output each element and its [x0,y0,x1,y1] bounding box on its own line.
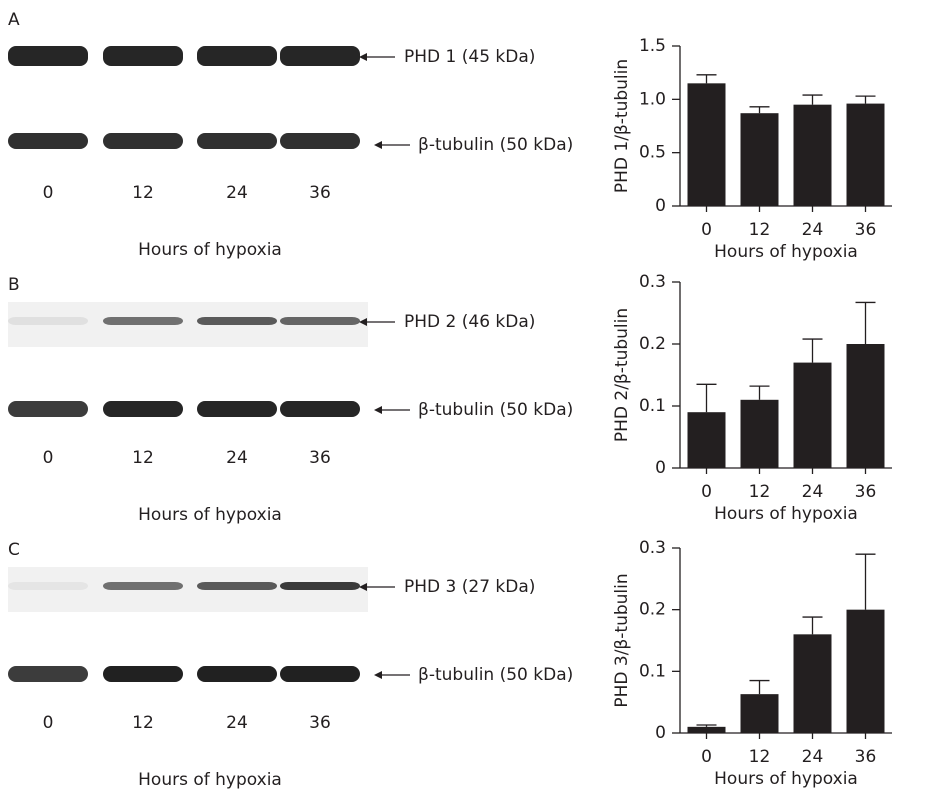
lane-label: 36 [309,183,331,203]
bar [741,113,779,206]
blot-band [280,401,360,417]
bar [688,727,726,733]
blot-x-label: Hours of hypoxia [138,770,282,790]
figure: A PHD 1 (45 kDa) β-tubulin (50 kDa) 0 12 24 36… [0,0,946,795]
arrow-head [374,141,382,149]
control-label: β-tubulin (50 kDa) [418,135,573,155]
y-axis-label: PHD 1/β-tubulin [612,59,632,193]
y-tick-label: 0 [655,196,666,216]
lane-label: 12 [132,448,154,468]
lane-label: 24 [226,713,248,733]
blot-band [197,133,277,149]
x-tick-label: 0 [701,482,712,502]
blot-band [103,46,183,66]
y-tick-label: 0 [655,723,666,743]
blot-band [280,666,360,682]
bar [794,105,832,206]
x-tick-label: 24 [802,747,824,767]
blot-band [197,666,277,682]
bar [847,344,885,468]
control-label: β-tubulin (50 kDa) [418,400,573,420]
blot-band [280,133,360,149]
lane-label: 36 [309,448,331,468]
y-tick-label: 0.3 [639,272,666,292]
blot-band [8,401,88,417]
target-label: PHD 1 (45 kDa) [404,47,535,67]
y-tick-label: 1.5 [639,36,666,56]
lane-label: 12 [132,183,154,203]
x-axis-label: Hours of hypoxia [714,769,858,789]
panel-label: A [8,10,20,30]
blot-band [8,666,88,682]
x-axis-label: Hours of hypoxia [714,504,858,524]
lane-label: 0 [43,713,54,733]
y-axis-label: PHD 2/β-tubulin [612,308,632,442]
lane-label: 0 [43,183,54,203]
lane-label: 0 [43,448,54,468]
y-axis-label: PHD 3/β-tubulin [612,573,632,707]
x-tick-label: 36 [855,747,877,767]
blot-band [8,582,88,590]
y-tick-label: 0.1 [639,396,666,416]
panel-label: C [8,540,20,560]
lane-label: 24 [226,183,248,203]
blot-band [103,401,183,417]
bar [741,694,779,733]
blot-x-label: Hours of hypoxia [138,240,282,260]
blot-band [280,317,360,325]
blot-band [103,133,183,149]
bar [847,104,885,206]
y-tick-label: 0.5 [639,143,666,163]
x-tick-label: 24 [802,220,824,240]
lane-label: 24 [226,448,248,468]
target-label: PHD 2 (46 kDa) [404,312,535,332]
y-tick-label: 0.1 [639,661,666,681]
bar [741,400,779,468]
blot-band [280,46,360,66]
bar [794,634,832,733]
x-axis-label: Hours of hypoxia [714,242,858,262]
control-label: β-tubulin (50 kDa) [418,665,573,685]
lane-label: 36 [309,713,331,733]
blot-band [197,582,277,590]
blot-band [8,46,88,66]
blot-band [280,582,360,590]
blot-band [197,401,277,417]
x-tick-label: 12 [749,747,771,767]
x-tick-label: 0 [701,220,712,240]
blot-x-label: Hours of hypoxia [138,505,282,525]
y-tick-label: 0.2 [639,600,666,620]
y-tick-label: 0 [655,458,666,478]
blot-band [8,133,88,149]
y-tick-label: 0.3 [639,538,666,558]
x-tick-label: 36 [855,482,877,502]
y-tick-label: 1.0 [639,89,666,109]
bar [688,83,726,206]
x-tick-label: 12 [749,220,771,240]
arrow-head [359,53,367,61]
bar [794,363,832,468]
panel-label: B [8,275,20,295]
blot-band [197,317,277,325]
lane-label: 12 [132,713,154,733]
x-tick-label: 0 [701,747,712,767]
bar [847,610,885,733]
blot-band [8,317,88,325]
blot-band [103,317,183,325]
blot-band [103,582,183,590]
x-tick-label: 12 [749,482,771,502]
bar [688,412,726,468]
blot-band [103,666,183,682]
y-tick-label: 0.2 [639,334,666,354]
x-tick-label: 24 [802,482,824,502]
target-label: PHD 3 (27 kDa) [404,577,535,597]
blot-band [197,46,277,66]
x-tick-label: 36 [855,220,877,240]
arrow-head [374,406,382,414]
arrow-head [374,671,382,679]
